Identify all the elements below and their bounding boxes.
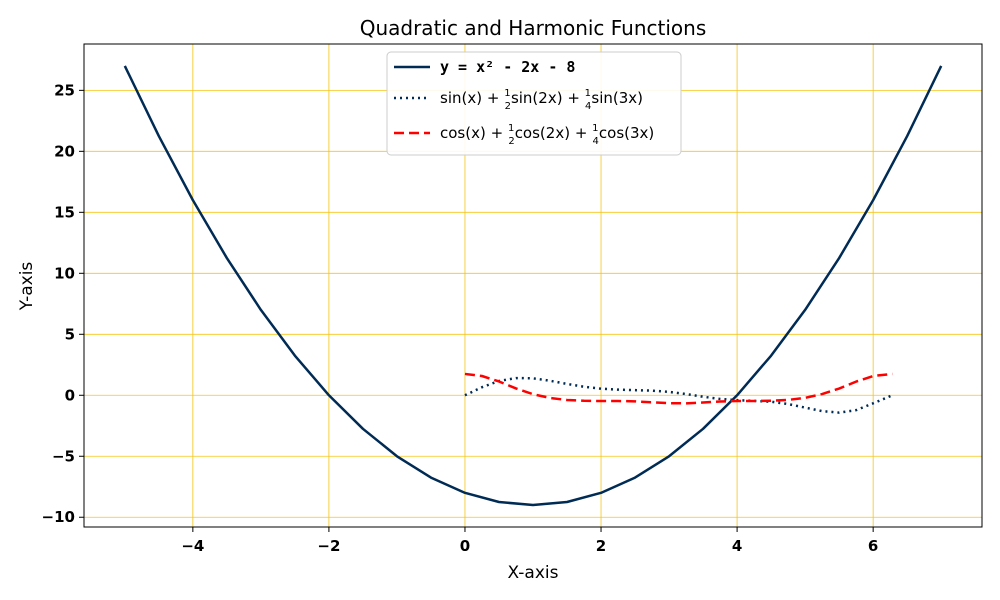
series-layer	[123, 65, 943, 507]
x-tick-label: 2	[596, 537, 606, 555]
x-tick-label: 0	[460, 537, 470, 555]
series-line-sine-sum	[464, 376, 893, 414]
y-tick-label: −10	[42, 508, 75, 526]
legend-sine-half-numerator: 1	[504, 88, 510, 99]
x-axis-label: X-axis	[508, 563, 559, 583]
legend-label-cosine-sum: cos(x) + 1 2cos(2x) + 1 4cos(3x)	[440, 123, 654, 147]
x-tick-label: −2	[317, 537, 340, 555]
plot-frame	[83, 43, 983, 528]
y-tick-label: 25	[54, 81, 75, 99]
legend-sine-part-1: sin(x) +	[440, 89, 504, 107]
legend-sine-part-3: sin(3x)	[591, 89, 643, 107]
y-tick-label: 10	[54, 264, 75, 282]
series-line-cosine-sum	[464, 372, 893, 405]
series-line-quadratic	[123, 65, 943, 507]
y-tick-label: 20	[54, 142, 75, 160]
legend-label-sine-sum: sin(x) + 1 2sin(2x) + 1 4sin(3x)	[440, 88, 643, 112]
legend-sine-half-denominator: 2	[505, 101, 511, 112]
legend-sine-part-2: sin(2x) +	[511, 89, 585, 107]
legend-sine-quarter-denominator: 4	[585, 101, 591, 112]
legend-cosine-part-3: cos(3x)	[599, 124, 654, 142]
legend: y = x² - 2x - 8 sin(x) + 1 2sin(2x) + 1 4s…	[386, 51, 682, 156]
y-axis-label: Y-axis	[17, 262, 37, 312]
legend-cosine-half-denominator: 2	[508, 136, 514, 147]
y-tick-label: 5	[65, 325, 75, 343]
y-tick-label: 0	[65, 386, 75, 404]
x-tick-label: 6	[868, 537, 878, 555]
ticks: −4 −2 0 2 4 6 −10 −5 0 5 10 15 20 25	[42, 81, 879, 555]
legend-cosine-quarter-numerator: 1	[592, 123, 598, 134]
legend-cosine-quarter-denominator: 4	[593, 136, 599, 147]
legend-label-quadratic: y = x² - 2x - 8	[440, 58, 575, 76]
legend-box	[386, 51, 682, 156]
legend-sine-quarter-numerator: 1	[585, 88, 591, 99]
y-tick-label: 15	[54, 203, 75, 221]
legend-cosine-part-2: cos(2x) +	[515, 124, 592, 142]
legend-cosine-half-numerator: 1	[508, 123, 514, 134]
chart-title: Quadratic and Harmonic Functions	[360, 16, 707, 40]
legend-cosine-part-1: cos(x) +	[440, 124, 508, 142]
x-tick-label: −4	[181, 537, 204, 555]
y-tick-label: −5	[52, 447, 75, 465]
x-tick-label: 4	[732, 537, 742, 555]
